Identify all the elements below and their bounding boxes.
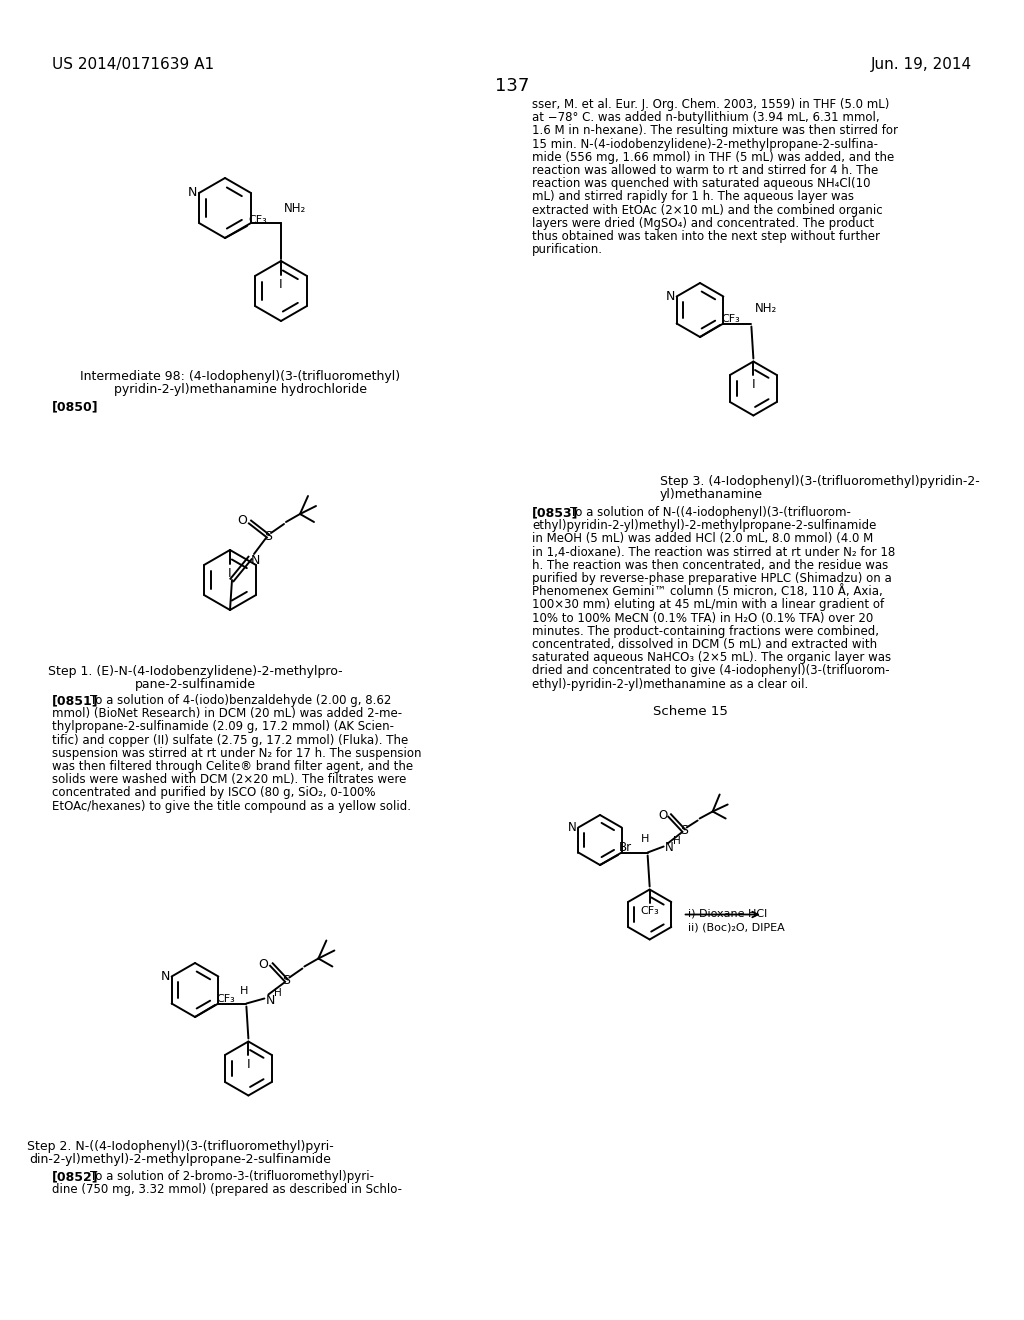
Text: ethyl)-pyridin-2-yl)methanamine as a clear oil.: ethyl)-pyridin-2-yl)methanamine as a cle… (532, 677, 808, 690)
Text: yl)methanamine: yl)methanamine (660, 488, 763, 502)
Text: thus obtained was taken into the next step without further: thus obtained was taken into the next st… (532, 230, 880, 243)
Text: I: I (228, 568, 231, 579)
Text: I: I (247, 1057, 250, 1071)
Text: 10% to 100% MeCN (0.1% TFA) in H₂O (0.1% TFA) over 20: 10% to 100% MeCN (0.1% TFA) in H₂O (0.1%… (532, 611, 873, 624)
Text: O: O (258, 958, 268, 972)
Text: CF₃: CF₃ (721, 314, 739, 323)
Text: h. The reaction was then concentrated, and the residue was: h. The reaction was then concentrated, a… (532, 558, 888, 572)
Text: Br: Br (618, 841, 632, 854)
Text: mL) and stirred rapidly for 1 h. The aqueous layer was: mL) and stirred rapidly for 1 h. The aqu… (532, 190, 854, 203)
Text: tific) and copper (II) sulfate (2.75 g, 17.2 mmol) (Fluka). The: tific) and copper (II) sulfate (2.75 g, … (52, 734, 409, 747)
Text: ii) (Boc)₂O, DIPEA: ii) (Boc)₂O, DIPEA (688, 923, 784, 932)
Text: I: I (280, 279, 283, 290)
Text: Intermediate 98: (4-Iodophenyl)(3-(trifluoromethyl): Intermediate 98: (4-Iodophenyl)(3-(trifl… (80, 370, 400, 383)
Text: O: O (658, 809, 668, 822)
Text: in 1,4-dioxane). The reaction was stirred at rt under N₂ for 18: in 1,4-dioxane). The reaction was stirre… (532, 545, 895, 558)
Text: Step 3. (4-Iodophenyl)(3-(trifluoromethyl)pyridin-2-: Step 3. (4-Iodophenyl)(3-(trifluoromethy… (660, 475, 980, 488)
Text: concentrated and purified by ISCO (80 g, SiO₂, 0-100%: concentrated and purified by ISCO (80 g,… (52, 787, 376, 800)
Text: pyridin-2-yl)methanamine hydrochloride: pyridin-2-yl)methanamine hydrochloride (114, 383, 367, 396)
Text: N: N (265, 994, 274, 1007)
Text: i) Dioxane HCl: i) Dioxane HCl (688, 908, 767, 919)
Text: H: H (241, 986, 249, 997)
Text: 137: 137 (495, 77, 529, 95)
Text: dine (750 mg, 3.32 mmol) (prepared as described in Schlo-: dine (750 mg, 3.32 mmol) (prepared as de… (52, 1183, 402, 1196)
Text: Scheme 15: Scheme 15 (652, 705, 727, 718)
Text: H: H (640, 834, 649, 845)
Text: reaction was quenched with saturated aqueous NH₄Cl(10: reaction was quenched with saturated aqu… (532, 177, 870, 190)
Text: I: I (752, 378, 755, 391)
Text: dried and concentrated to give (4-iodophenyl)(3-(trifluorom-: dried and concentrated to give (4-iodoph… (532, 664, 890, 677)
Text: reaction was allowed to warm to rt and stirred for 4 h. The: reaction was allowed to warm to rt and s… (532, 164, 879, 177)
Text: minutes. The product-containing fractions were combined,: minutes. The product-containing fraction… (532, 624, 879, 638)
Text: din-2-yl)methyl)-2-methylpropane-2-sulfinamide: din-2-yl)methyl)-2-methylpropane-2-sulfi… (29, 1152, 331, 1166)
Text: [0850]: [0850] (52, 400, 98, 413)
Text: S: S (264, 529, 272, 543)
Text: [0852]: [0852] (52, 1170, 98, 1183)
Text: sser, M. et al. Eur. J. Org. Chem. 2003, 1559) in THF (5.0 mL): sser, M. et al. Eur. J. Org. Chem. 2003,… (532, 98, 890, 111)
Text: at −78° C. was added n-butyllithium (3.94 mL, 6.31 mmol,: at −78° C. was added n-butyllithium (3.9… (532, 111, 880, 124)
Text: N: N (251, 553, 260, 566)
Text: pane-2-sulfinamide: pane-2-sulfinamide (134, 678, 256, 690)
Text: was then filtered through Celite® brand filter agent, and the: was then filtered through Celite® brand … (52, 760, 413, 774)
Text: N: N (187, 186, 197, 199)
Text: N: N (666, 290, 675, 304)
Text: 100×30 mm) eluting at 45 mL/min with a linear gradient of: 100×30 mm) eluting at 45 mL/min with a l… (532, 598, 884, 611)
Text: H: H (673, 836, 680, 846)
Text: 1.6 M in n-hexane). The resulting mixture was then stirred for: 1.6 M in n-hexane). The resulting mixtur… (532, 124, 898, 137)
Text: To a solution of 4-(iodo)benzaldehyde (2.00 g, 8.62: To a solution of 4-(iodo)benzaldehyde (2… (90, 694, 391, 708)
Text: N: N (568, 821, 577, 834)
Text: 15 min. N-(4-iodobenzylidene)-2-methylpropane-2-sulfina-: 15 min. N-(4-iodobenzylidene)-2-methylpr… (532, 137, 878, 150)
Text: N: N (161, 970, 170, 983)
Text: Phenomenex Gemini™ column (5 micron, C18, 110 Å, Axia,: Phenomenex Gemini™ column (5 micron, C18… (532, 585, 883, 598)
Text: saturated aqueous NaHCO₃ (2×5 mL). The organic layer was: saturated aqueous NaHCO₃ (2×5 mL). The o… (532, 651, 891, 664)
Text: suspension was stirred at rt under N₂ for 17 h. The suspension: suspension was stirred at rt under N₂ fo… (52, 747, 422, 760)
Text: O: O (238, 515, 247, 528)
Text: ethyl)pyridin-2-yl)methyl)-2-methylpropane-2-sulfinamide: ethyl)pyridin-2-yl)methyl)-2-methylpropa… (532, 519, 877, 532)
Text: NH₂: NH₂ (755, 302, 776, 315)
Text: To a solution of N-((4-iodophenyl)(3-(trifluorom-: To a solution of N-((4-iodophenyl)(3-(tr… (570, 506, 851, 519)
Text: in MeOH (5 mL) was added HCl (2.0 mL, 8.0 mmol) (4.0 M: in MeOH (5 mL) was added HCl (2.0 mL, 8.… (532, 532, 873, 545)
Text: extracted with EtOAc (2×10 mL) and the combined organic: extracted with EtOAc (2×10 mL) and the c… (532, 203, 883, 216)
Text: CF₃: CF₃ (640, 906, 659, 916)
Text: mmol) (BioNet Research) in DCM (20 mL) was added 2-me-: mmol) (BioNet Research) in DCM (20 mL) w… (52, 708, 402, 721)
Text: Step 2. N-((4-Iodophenyl)(3-(trifluoromethyl)pyri-: Step 2. N-((4-Iodophenyl)(3-(trifluorome… (27, 1140, 334, 1152)
Text: S: S (680, 824, 688, 837)
Text: Jun. 19, 2014: Jun. 19, 2014 (870, 57, 972, 73)
Text: H: H (274, 989, 283, 998)
Text: purification.: purification. (532, 243, 603, 256)
Text: NH₂: NH₂ (284, 202, 306, 215)
Text: concentrated, dissolved in DCM (5 mL) and extracted with: concentrated, dissolved in DCM (5 mL) an… (532, 638, 878, 651)
Text: To a solution of 2-bromo-3-(trifluoromethyl)pyri-: To a solution of 2-bromo-3-(trifluoromet… (90, 1170, 374, 1183)
Text: EtOAc/hexanes) to give the title compound as a yellow solid.: EtOAc/hexanes) to give the title compoun… (52, 800, 411, 813)
Text: Step 1. (E)-N-(4-Iodobenzylidene)-2-methylpro-: Step 1. (E)-N-(4-Iodobenzylidene)-2-meth… (48, 665, 342, 678)
Text: thylpropane-2-sulfinamide (2.09 g, 17.2 mmol) (AK Scien-: thylpropane-2-sulfinamide (2.09 g, 17.2 … (52, 721, 394, 734)
Text: US 2014/0171639 A1: US 2014/0171639 A1 (52, 57, 214, 73)
Text: [0851]: [0851] (52, 694, 98, 708)
Text: N: N (665, 841, 674, 854)
Text: layers were dried (MgSO₄) and concentrated. The product: layers were dried (MgSO₄) and concentrat… (532, 216, 874, 230)
Text: CF₃: CF₃ (216, 994, 234, 1005)
Text: CF₃: CF₃ (248, 215, 266, 224)
Text: S: S (283, 974, 291, 987)
Text: purified by reverse-phase preparative HPLC (Shimadzu) on a: purified by reverse-phase preparative HP… (532, 572, 892, 585)
Text: solids were washed with DCM (2×20 mL). The filtrates were: solids were washed with DCM (2×20 mL). T… (52, 774, 407, 787)
Text: [0853]: [0853] (532, 506, 579, 519)
Text: mide (556 mg, 1.66 mmol) in THF (5 mL) was added, and the: mide (556 mg, 1.66 mmol) in THF (5 mL) w… (532, 150, 894, 164)
